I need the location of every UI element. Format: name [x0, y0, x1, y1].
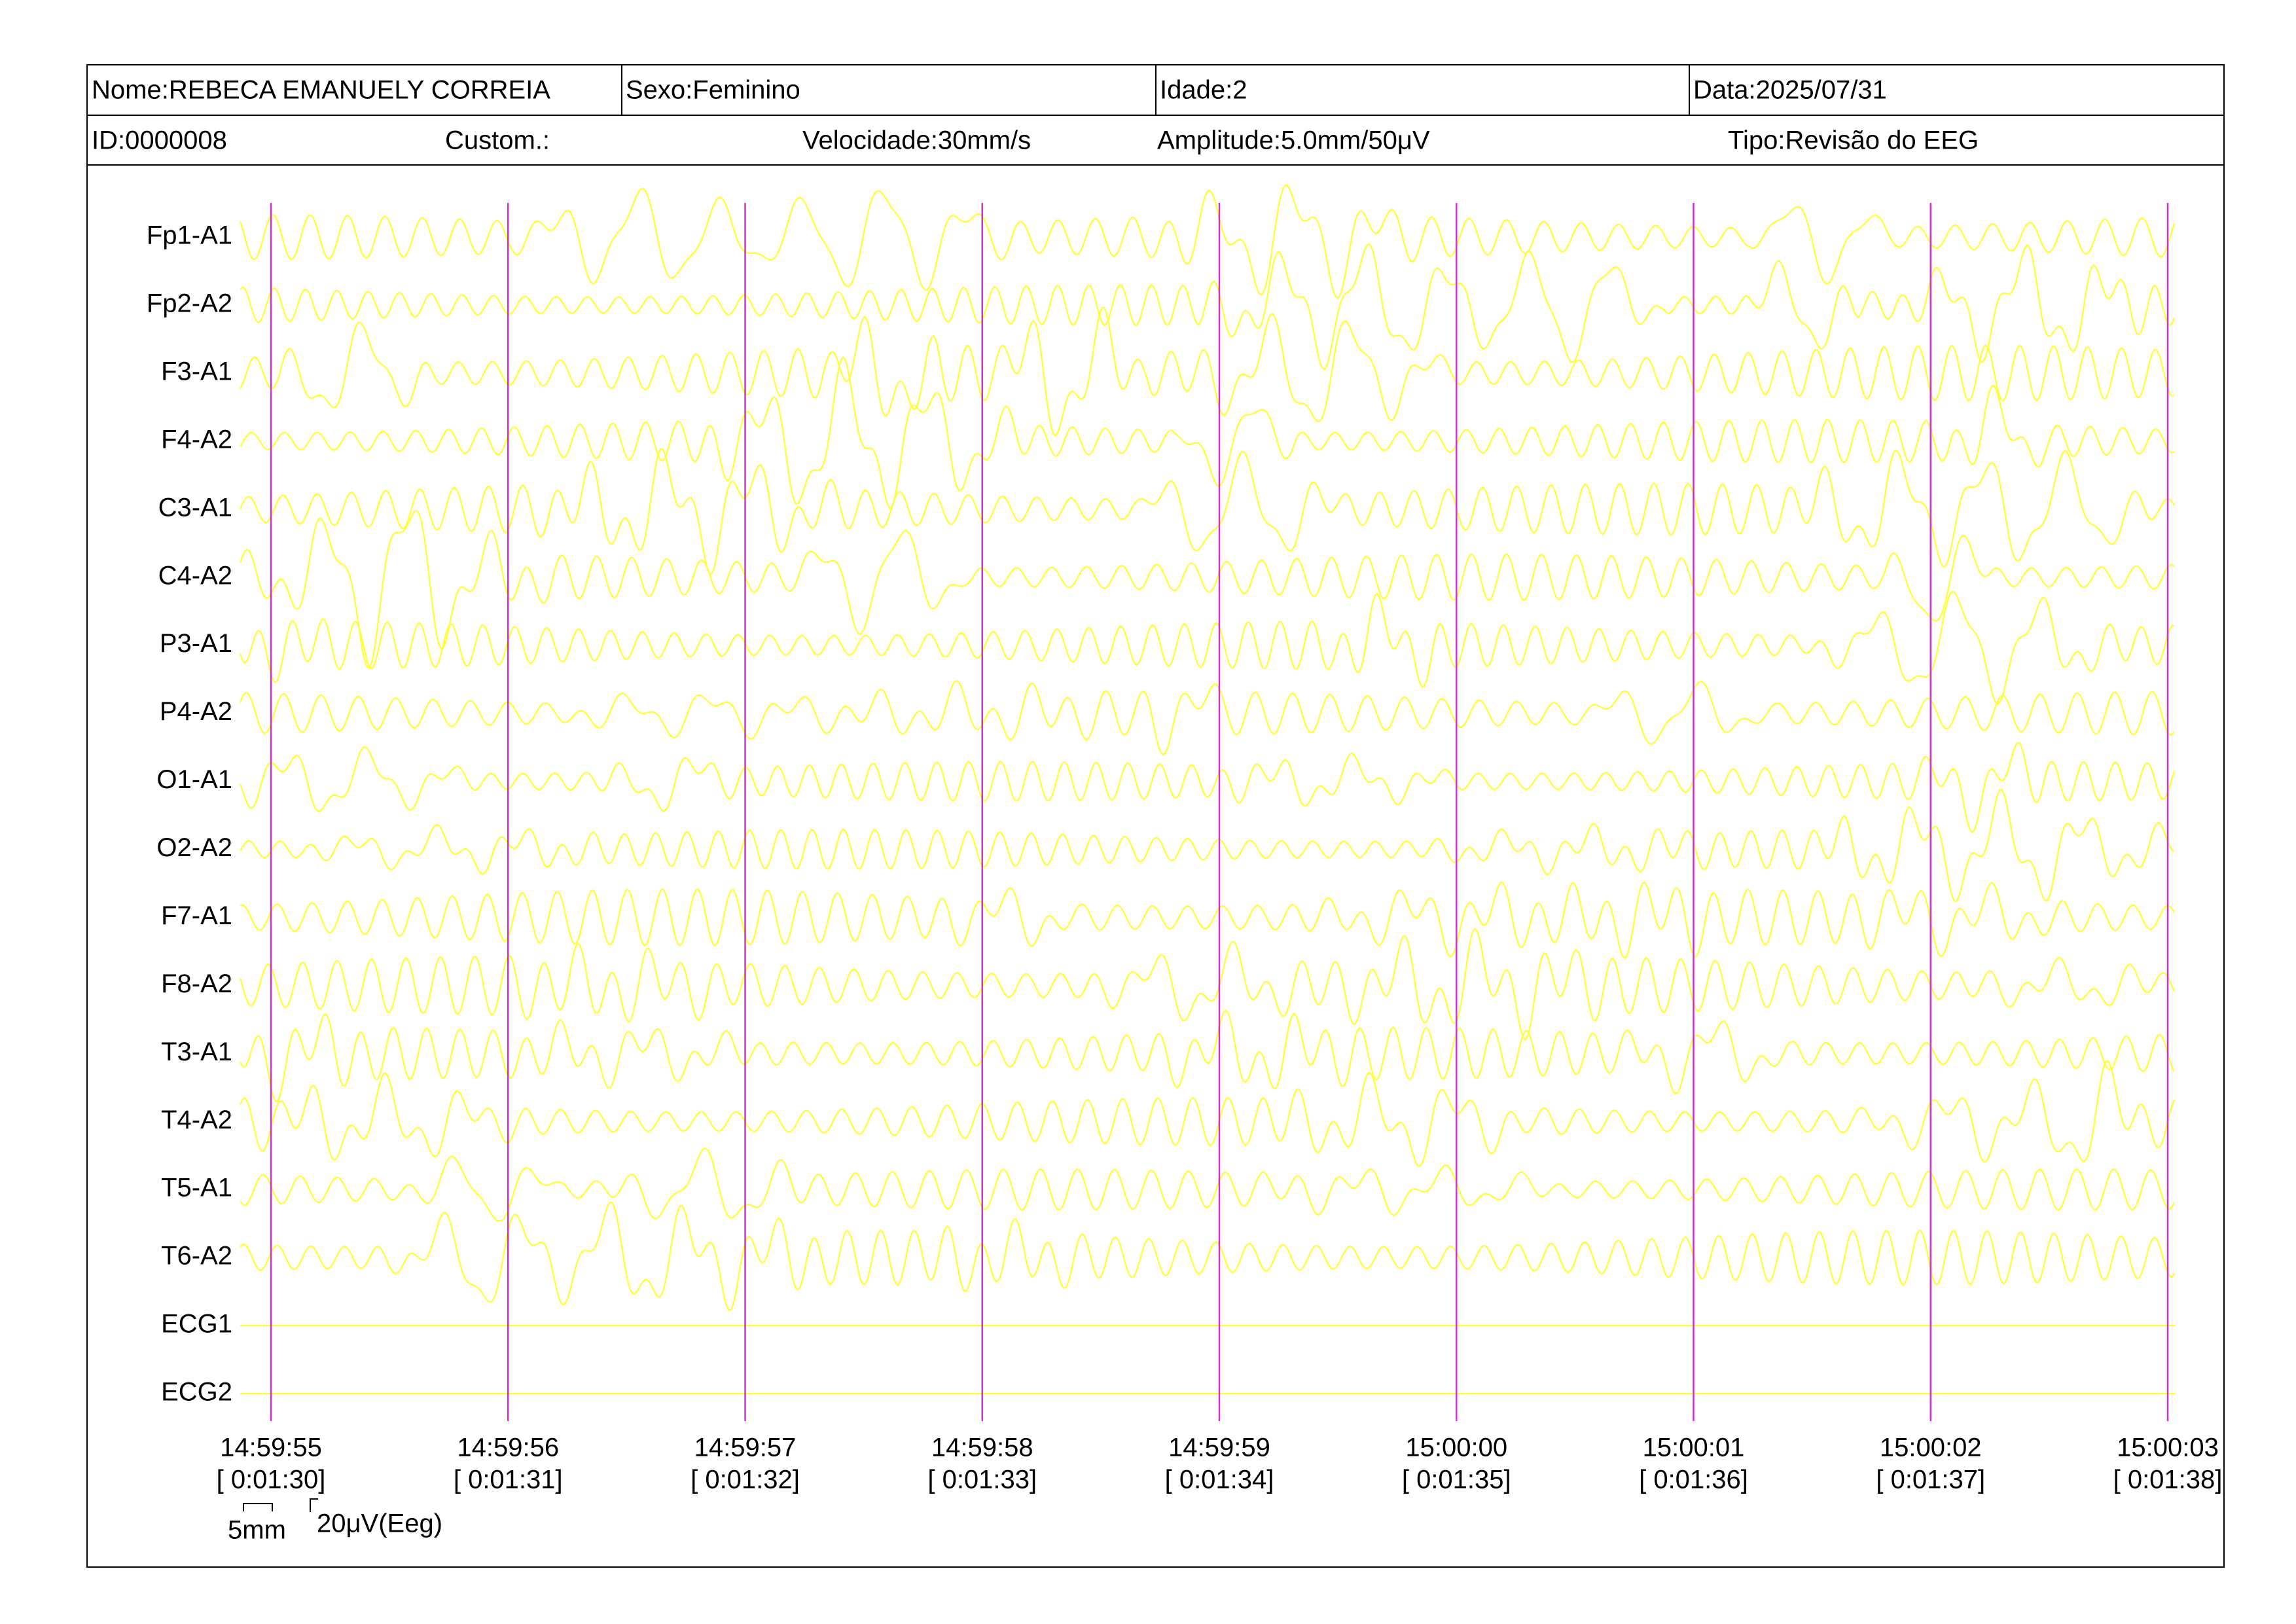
time-clock: 14:59:59: [1168, 1434, 1270, 1462]
channel-label: F7-A1: [161, 901, 232, 930]
labels: Fp1-A1 Fp2-A2 F3-A1 F4-A2 C3-A1 C4-A2 P3-A1 P4-…: [147, 221, 2223, 1494]
time-elapsed: [ 0:01:38]: [2113, 1466, 2223, 1494]
review-type: Tipo:Revisão do EEG: [1728, 126, 1979, 155]
eeg-trace: [240, 1009, 2175, 1102]
speed: Velocidade:30mm/s: [802, 126, 1031, 155]
eeg-trace: [240, 356, 2175, 509]
channel-label: F8-A2: [161, 969, 232, 998]
time-clock: 15:00:03: [2117, 1434, 2219, 1462]
channel-label: C4-A2: [158, 561, 232, 590]
traces: [239, 184, 2176, 1421]
time-clock: 15:00:01: [1643, 1434, 1745, 1462]
eeg-trace: [239, 1060, 2176, 1167]
patient-sex: Sexo:Feminino: [626, 76, 800, 105]
channel-label: T4-A2: [161, 1106, 232, 1134]
patient-age: Idade:2: [1160, 76, 1247, 105]
channel-label: T5-A1: [161, 1174, 232, 1202]
channel-label: Fp1-A1: [147, 221, 232, 250]
scale-height: 20μV(Eeg): [317, 1509, 442, 1538]
time-clock: 15:00:02: [1880, 1434, 1982, 1462]
time-elapsed: [ 0:01:34]: [1165, 1466, 1274, 1494]
eeg-trace: [240, 306, 2175, 437]
channel-label: Fp2-A2: [147, 289, 232, 318]
time-elapsed: [ 0:01:31]: [454, 1466, 563, 1494]
time-clock: 14:59:56: [457, 1434, 559, 1462]
channel-label: P3-A1: [160, 629, 232, 658]
eeg-trace: [240, 1147, 2175, 1222]
time-clock: 14:59:55: [220, 1434, 322, 1462]
eeg-trace: [240, 243, 2176, 370]
amplitude: Amplitude:5.0mm/50μV: [1157, 126, 1430, 155]
time-elapsed: [ 0:01:37]: [1876, 1466, 1985, 1494]
channel-label: F4-A2: [161, 425, 232, 454]
time-elapsed: [ 0:01:36]: [1639, 1466, 1748, 1494]
channel-label: C3-A1: [158, 493, 232, 522]
eeg-trace: [240, 788, 2175, 902]
eeg-trace: [239, 928, 2176, 1041]
channel-label: T3-A1: [161, 1038, 232, 1066]
time-elapsed: [ 0:01:33]: [927, 1466, 1037, 1494]
eeg-trace: [239, 679, 2175, 756]
time-elapsed: [ 0:01:30]: [217, 1466, 326, 1494]
channel-label: ECG2: [161, 1378, 232, 1407]
scale-bar-width: [243, 1503, 273, 1511]
patient-id: ID:0000008: [92, 126, 227, 155]
eeg-trace: [240, 881, 2175, 960]
channel-label: ECG1: [161, 1310, 232, 1339]
channel-label: O1-A1: [156, 765, 232, 794]
eeg-trace: [239, 510, 2175, 669]
time-elapsed: [ 0:01:32]: [691, 1466, 800, 1494]
channel-label: F3-A1: [161, 357, 232, 386]
time-elapsed: [ 0:01:35]: [1402, 1466, 1511, 1494]
eeg-trace: [239, 742, 2176, 833]
record-date: Data:2025/07/31: [1693, 76, 1887, 105]
channel-label: P4-A2: [160, 697, 232, 726]
scale-width: 5mm: [228, 1516, 286, 1545]
eeg-trace: [239, 448, 2175, 575]
time-clock: 15:00:00: [1405, 1434, 1507, 1462]
channel-label: O2-A2: [156, 833, 232, 862]
eeg-trace: [239, 184, 2176, 299]
eeg-trace: [240, 1201, 2175, 1312]
time-clock: 14:59:57: [694, 1434, 797, 1462]
time-clock: 14:59:58: [931, 1434, 1033, 1462]
channel-label: T6-A2: [161, 1242, 232, 1271]
custom: Custom.:: [445, 126, 550, 155]
patient-name: Nome:REBECA EMANUELY CORREIA: [92, 76, 550, 105]
scale-bar-height: [310, 1498, 318, 1512]
eeg-trace: [239, 590, 2175, 705]
